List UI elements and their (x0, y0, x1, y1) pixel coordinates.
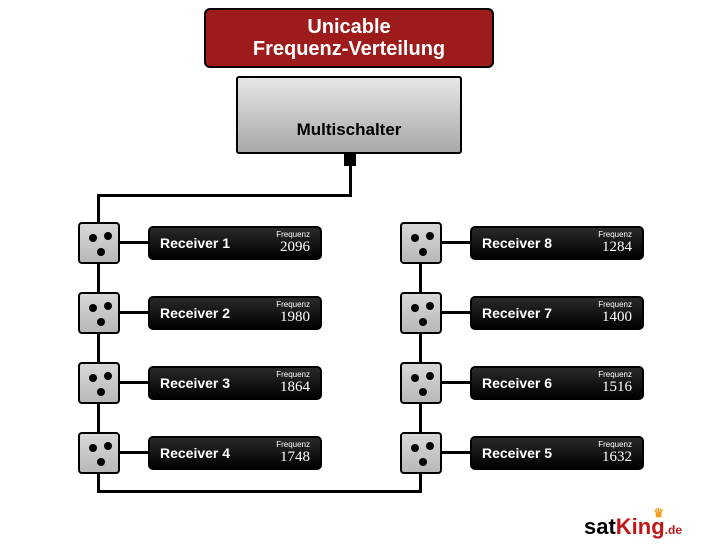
receiver-name: Receiver 2 (160, 305, 230, 321)
crown-icon: ♛ (653, 506, 664, 520)
splitter-icon (78, 432, 120, 474)
freq-value: 1864 (280, 379, 310, 395)
freq-label: Frequenz (276, 441, 310, 449)
wire (97, 334, 100, 362)
title-line1: Unicable (206, 16, 492, 38)
freq-value: 2096 (280, 239, 310, 255)
wire (120, 451, 148, 454)
receiver-box: Receiver 5 Frequenz 1632 (470, 436, 644, 470)
receiver-box: Receiver 3 Frequenz 1864 (148, 366, 322, 400)
receiver-freq: Frequenz 1864 (276, 371, 310, 395)
multiswitch-label: Multischalter (297, 120, 402, 140)
receiver-name: Receiver 1 (160, 235, 230, 251)
title-box: Unicable Frequenz-Verteilung (204, 8, 494, 68)
receiver-name: Receiver 7 (482, 305, 552, 321)
multiswitch-box: Multischalter (236, 76, 462, 154)
freq-label: Frequenz (276, 231, 310, 239)
freq-label: Frequenz (598, 301, 632, 309)
splitter-icon (78, 362, 120, 404)
receiver-name: Receiver 4 (160, 445, 230, 461)
splitter-icon (400, 362, 442, 404)
freq-value: 1400 (602, 309, 632, 325)
receiver-freq: Frequenz 1400 (598, 301, 632, 325)
wire (120, 381, 148, 384)
receiver-box: Receiver 7 Frequenz 1400 (470, 296, 644, 330)
wire (442, 241, 470, 244)
wire (442, 311, 470, 314)
wire (97, 264, 100, 292)
receiver-name: Receiver 5 (482, 445, 552, 461)
wire (419, 474, 422, 492)
freq-label: Frequenz (276, 371, 310, 379)
freq-label: Frequenz (276, 301, 310, 309)
wire (442, 451, 470, 454)
wire (419, 334, 422, 362)
splitter-icon (400, 222, 442, 264)
splitter-icon (400, 292, 442, 334)
freq-value: 1284 (602, 239, 632, 255)
wire (442, 381, 470, 384)
logo-part1: sat (584, 514, 616, 539)
freq-value: 1748 (280, 449, 310, 465)
multiswitch-port-icon (344, 154, 356, 166)
receiver-box: Receiver 1 Frequenz 2096 (148, 226, 322, 260)
receiver-freq: Frequenz 1980 (276, 301, 310, 325)
wire (120, 241, 148, 244)
receiver-box: Receiver 8 Frequenz 1284 (470, 226, 644, 260)
wire (97, 490, 422, 493)
receiver-freq: Frequenz 1284 (598, 231, 632, 255)
splitter-icon (400, 432, 442, 474)
receiver-name: Receiver 6 (482, 375, 552, 391)
logo-suffix: .de (665, 523, 682, 537)
receiver-box: Receiver 4 Frequenz 1748 (148, 436, 322, 470)
wire (120, 311, 148, 314)
receiver-box: Receiver 2 Frequenz 1980 (148, 296, 322, 330)
freq-value: 1632 (602, 449, 632, 465)
wire (419, 264, 422, 292)
freq-label: Frequenz (598, 231, 632, 239)
wire (97, 194, 352, 197)
wire (97, 194, 100, 222)
title-line2: Frequenz-Verteilung (206, 38, 492, 60)
wire (97, 404, 100, 432)
wire (419, 404, 422, 432)
freq-value: 1516 (602, 379, 632, 395)
wire (349, 166, 352, 196)
receiver-freq: Frequenz 1748 (276, 441, 310, 465)
satking-logo: ♛ satKing.de (584, 514, 682, 540)
freq-label: Frequenz (598, 371, 632, 379)
freq-label: Frequenz (598, 441, 632, 449)
receiver-freq: Frequenz 1632 (598, 441, 632, 465)
receiver-freq: Frequenz 1516 (598, 371, 632, 395)
receiver-name: Receiver 8 (482, 235, 552, 251)
splitter-icon (78, 222, 120, 264)
splitter-icon (78, 292, 120, 334)
receiver-freq: Frequenz 2096 (276, 231, 310, 255)
freq-value: 1980 (280, 309, 310, 325)
receiver-box: Receiver 6 Frequenz 1516 (470, 366, 644, 400)
receiver-name: Receiver 3 (160, 375, 230, 391)
